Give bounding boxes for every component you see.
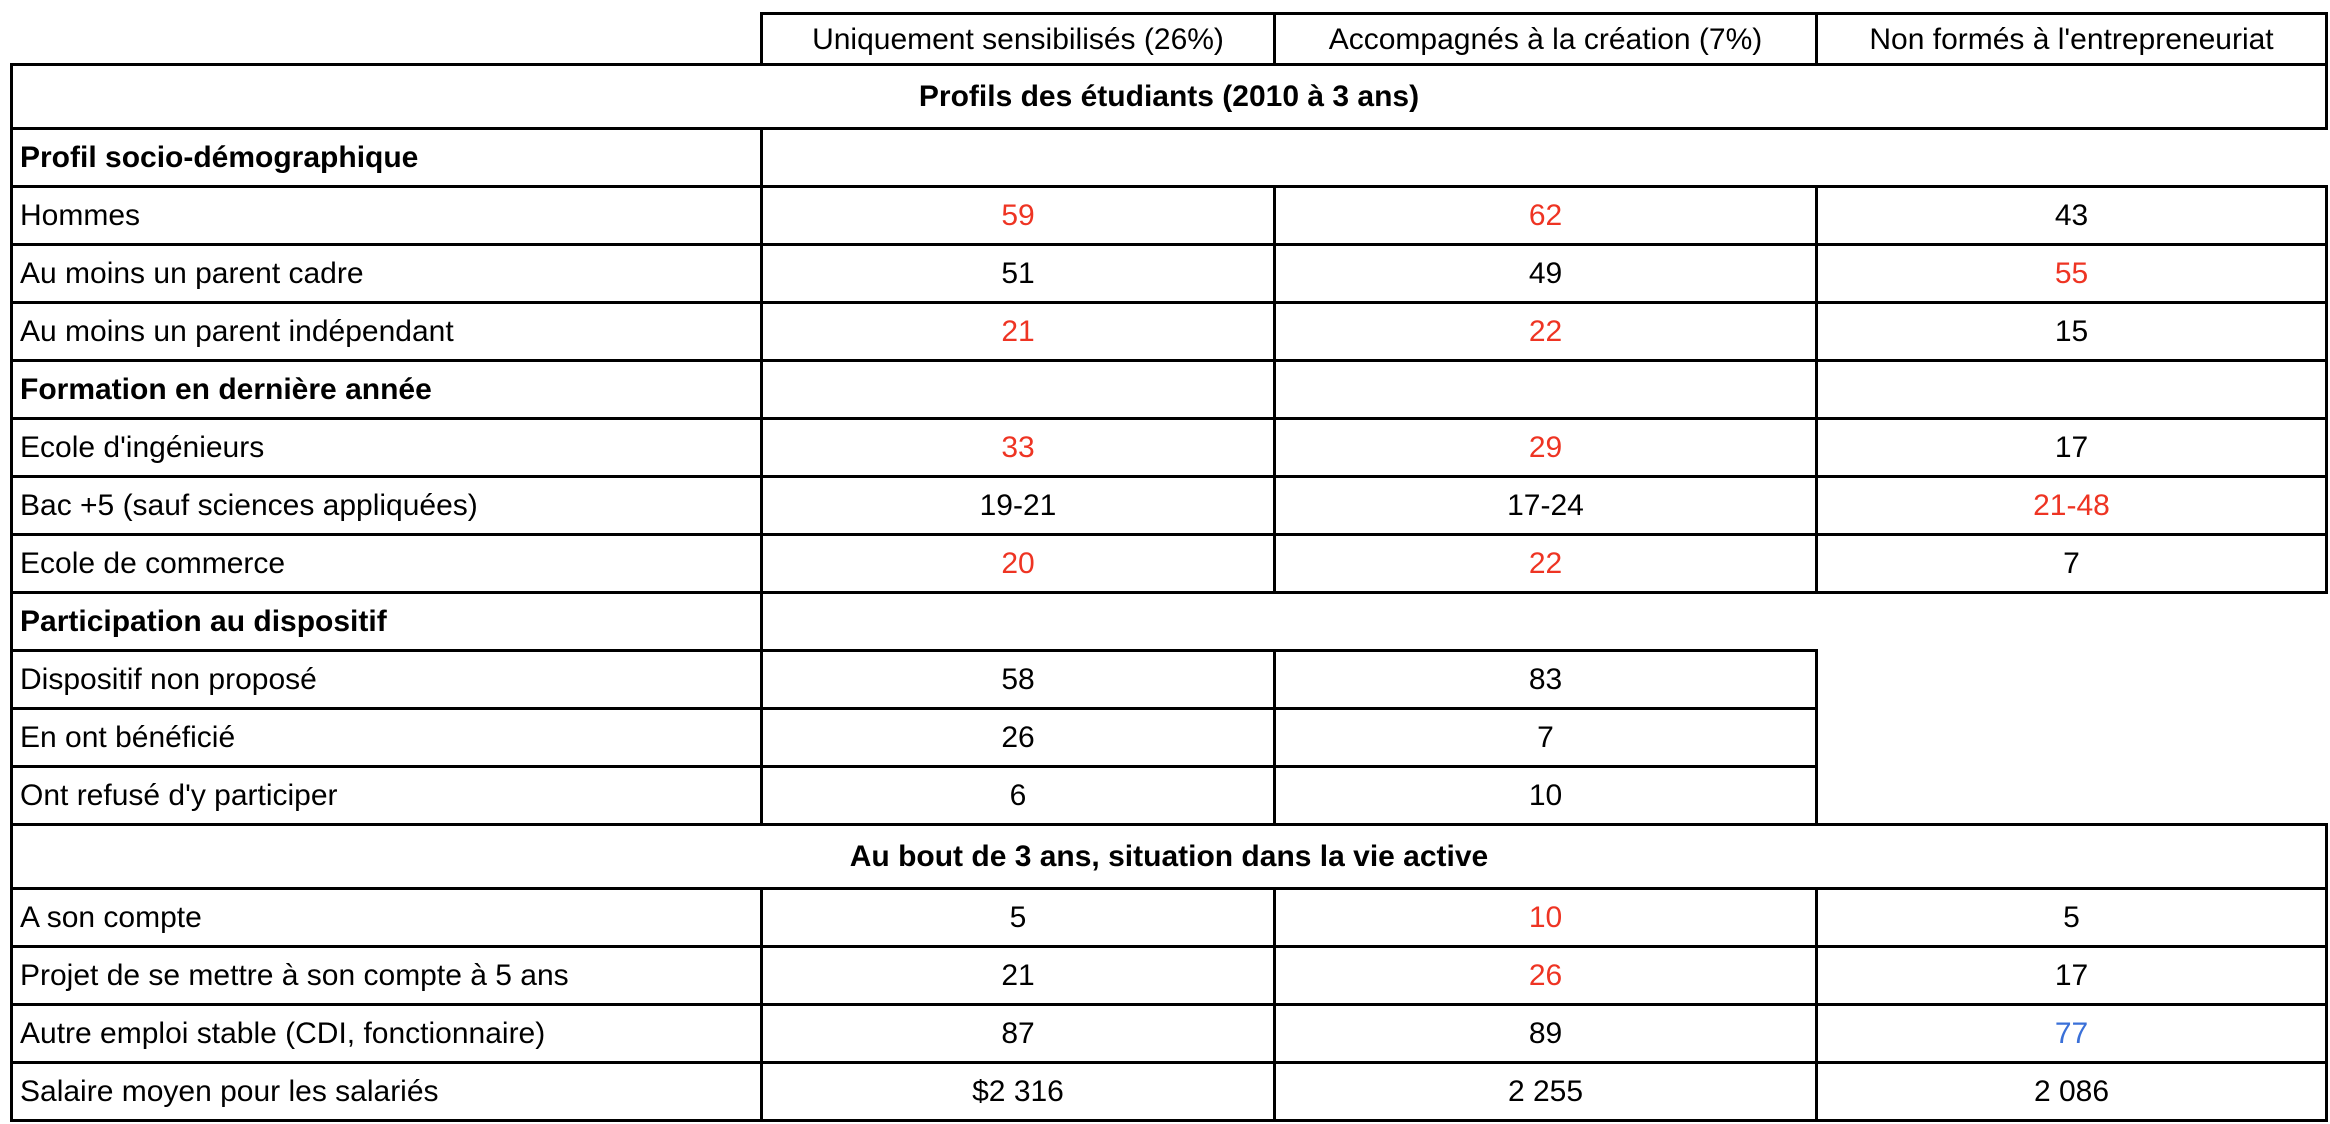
row-label-cell[interactable]: Dispositif non proposé bbox=[10, 649, 763, 710]
value-cell[interactable]: 2 086 bbox=[1815, 1061, 2328, 1122]
row-label-cell[interactable]: Projet de se mettre à son compte à 5 ans bbox=[10, 945, 763, 1006]
table-row: Au moins un parent indépendant 21 22 15 bbox=[10, 301, 2328, 362]
value-cell[interactable]: 29 bbox=[1273, 417, 1818, 478]
value-cell[interactable]: 10 bbox=[1273, 765, 1818, 826]
value-cell[interactable]: 6 bbox=[760, 765, 1276, 826]
row-label-cell[interactable]: Bac +5 (sauf sciences appliquées) bbox=[10, 475, 763, 536]
table-row: Ont refusé d'y participer 6 10 bbox=[10, 765, 2327, 826]
table-row: Hommes 59 62 43 bbox=[10, 185, 2328, 246]
value-cell[interactable]: 49 bbox=[1273, 243, 1818, 304]
value-cell[interactable]: 89 bbox=[1273, 1003, 1818, 1064]
value-cell[interactable]: 2 255 bbox=[1273, 1061, 1818, 1122]
open-empty-region bbox=[761, 128, 2327, 187]
students-profile-table: Uniquement sensibilisés (26%) Accompagnés… bbox=[10, 12, 2328, 1122]
table-title-cell[interactable]: Profils des étudiants (2010 à 3 ans) bbox=[10, 63, 2328, 130]
table-row: Dispositif non proposé 58 83 bbox=[10, 649, 2327, 825]
row-label-cell[interactable]: Salaire moyen pour les salariés bbox=[10, 1061, 763, 1122]
value-cell[interactable]: 26 bbox=[1273, 945, 1818, 1006]
row-label-cell[interactable]: Ont refusé d'y participer bbox=[10, 765, 763, 826]
value-cell[interactable]: 20 bbox=[760, 533, 1276, 594]
row-label-cell[interactable]: A son compte bbox=[10, 887, 763, 948]
section-label-cell[interactable]: Participation au dispositif bbox=[10, 591, 763, 652]
row-label-cell[interactable]: En ont bénéficié bbox=[10, 707, 763, 768]
section-label-cell[interactable]: Formation en dernière année bbox=[10, 359, 763, 420]
table-row: Ecole de commerce 20 22 7 bbox=[10, 533, 2328, 594]
row-label-cell[interactable]: Au moins un parent cadre bbox=[10, 243, 763, 304]
value-cell[interactable]: 83 bbox=[1273, 649, 1818, 710]
value-cell[interactable]: 10 bbox=[1273, 887, 1818, 948]
table-row: Projet de se mettre à son compte à 5 ans… bbox=[10, 945, 2328, 1006]
empty-data-cell[interactable] bbox=[1815, 359, 2328, 420]
table-row: A son compte 5 10 5 bbox=[10, 887, 2328, 948]
column-header-cell[interactable]: Uniquement sensibilisés (26%) bbox=[760, 12, 1276, 66]
value-cell[interactable]: 51 bbox=[760, 243, 1276, 304]
column-header-cell[interactable]: Accompagnés à la création (7%) bbox=[1273, 12, 1818, 66]
table-row: Bac +5 (sauf sciences appliquées) 19-21 17… bbox=[10, 475, 2328, 536]
value-cell[interactable]: $2 316 bbox=[760, 1061, 1276, 1122]
table-row: Salaire moyen pour les salariés $2 316 2 2… bbox=[10, 1061, 2328, 1122]
column-header-row: Uniquement sensibilisés (26%) Accompagnés… bbox=[11, 12, 2328, 66]
table-title-row: Au bout de 3 ans, situation dans la vie … bbox=[10, 823, 2328, 890]
open-empty-region bbox=[761, 592, 2327, 651]
section-label-cell[interactable]: Profil socio-démographique bbox=[10, 127, 763, 188]
value-cell[interactable]: 19-21 bbox=[760, 475, 1276, 536]
value-cell[interactable]: 17 bbox=[1815, 417, 2328, 478]
table-body: Uniquement sensibilisés (26%) Accompagnés… bbox=[10, 12, 2328, 1122]
value-cell[interactable]: 22 bbox=[1273, 533, 1818, 594]
value-cell[interactable]: 21-48 bbox=[1815, 475, 2328, 536]
row-label-cell[interactable]: Au moins un parent indépendant bbox=[10, 301, 763, 362]
value-cell[interactable]: 17-24 bbox=[1273, 475, 1818, 536]
value-cell[interactable]: 22 bbox=[1273, 301, 1818, 362]
table-title-row: Profils des étudiants (2010 à 3 ans) bbox=[10, 63, 2328, 130]
table-row: Ecole d'ingénieurs 33 29 17 bbox=[10, 417, 2328, 478]
value-cell[interactable]: 5 bbox=[760, 887, 1276, 948]
row-label-cell[interactable]: Ecole d'ingénieurs bbox=[10, 417, 763, 478]
value-cell[interactable]: 87 bbox=[760, 1003, 1276, 1064]
section-header-row: Formation en dernière année bbox=[10, 359, 2328, 420]
table-row: En ont bénéficié 26 7 bbox=[10, 707, 2327, 768]
value-cell[interactable]: 43 bbox=[1815, 185, 2328, 246]
table-title-cell[interactable]: Au bout de 3 ans, situation dans la vie … bbox=[10, 823, 2328, 890]
section-header-row: Participation au dispositif bbox=[10, 591, 2327, 652]
section-header-row: Profil socio-démographique bbox=[10, 127, 2327, 188]
value-cell[interactable]: 58 bbox=[760, 649, 1276, 710]
merged-empty-region bbox=[1816, 650, 2327, 825]
column-header-cell[interactable]: Non formés à l'entrepreneuriat bbox=[1815, 12, 2328, 66]
value-cell[interactable]: 33 bbox=[760, 417, 1276, 478]
empty-data-cell[interactable] bbox=[760, 359, 1276, 420]
row-label-cell[interactable]: Hommes bbox=[10, 185, 763, 246]
value-cell[interactable]: 5 bbox=[1815, 887, 2328, 948]
value-cell[interactable]: 26 bbox=[760, 707, 1276, 768]
value-cell[interactable]: 21 bbox=[760, 301, 1276, 362]
value-cell[interactable]: 15 bbox=[1815, 301, 2328, 362]
value-cell[interactable]: 62 bbox=[1273, 185, 1818, 246]
row-label-cell[interactable]: Ecole de commerce bbox=[10, 533, 763, 594]
value-cell[interactable]: 59 bbox=[760, 185, 1276, 246]
corner-empty-cell bbox=[11, 13, 762, 65]
value-cell[interactable]: 55 bbox=[1815, 243, 2328, 304]
table-row: Au moins un parent cadre 51 49 55 bbox=[10, 243, 2328, 304]
value-cell[interactable]: 77 bbox=[1815, 1003, 2328, 1064]
value-cell[interactable]: 7 bbox=[1815, 533, 2328, 594]
table-row: Autre emploi stable (CDI, fonctionnaire)… bbox=[10, 1003, 2328, 1064]
value-cell[interactable]: 7 bbox=[1273, 707, 1818, 768]
empty-data-cell[interactable] bbox=[1273, 359, 1818, 420]
row-label-cell[interactable]: Autre emploi stable (CDI, fonctionnaire) bbox=[10, 1003, 763, 1064]
value-cell[interactable]: 21 bbox=[760, 945, 1276, 1006]
value-cell[interactable]: 17 bbox=[1815, 945, 2328, 1006]
